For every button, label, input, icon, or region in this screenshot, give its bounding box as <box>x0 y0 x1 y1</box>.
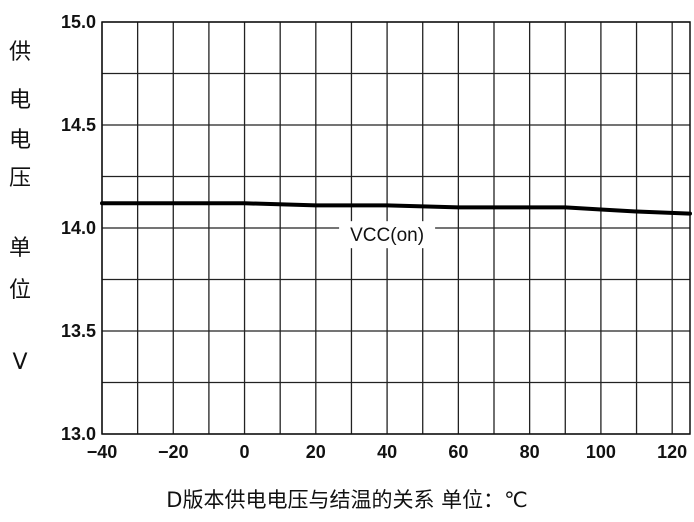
y-axis-label-char: V <box>12 350 28 375</box>
x-tick-label: 0 <box>240 442 250 462</box>
y-axis-label-char: 位 <box>8 278 31 303</box>
y-tick-label: 14.5 <box>61 115 96 135</box>
x-tick-label: 40 <box>377 442 397 462</box>
x-tick-label: 20 <box>306 442 326 462</box>
y-tick-label: 13.5 <box>61 321 96 341</box>
y-tick-label: 14.0 <box>61 218 96 238</box>
y-axis-label-char: 电 <box>8 128 31 153</box>
x-tick-label: 100 <box>586 442 616 462</box>
series-annotation-label: VCC(on) <box>350 225 424 246</box>
plot-frame <box>101 21 691 435</box>
y-axis-label-char: 压 <box>8 166 31 191</box>
x-tick-label: 120 <box>657 442 687 462</box>
y-tick-label: 15.0 <box>61 12 96 32</box>
y-axis-label-char: 电 <box>8 88 31 113</box>
x-tick-label: −40 <box>87 442 118 462</box>
x-tick-label: 80 <box>520 442 540 462</box>
x-tick-label: 60 <box>448 442 468 462</box>
x-tick-label: −20 <box>158 442 189 462</box>
y-tick-label: 13.0 <box>61 424 96 444</box>
annotation-background <box>339 221 436 249</box>
x-axis-caption: D版本供电电压与结温的关系 单位：℃ <box>166 488 528 512</box>
series-line-vcc-on <box>100 201 692 216</box>
y-axis-label-char: 供 <box>8 40 31 65</box>
y-axis-label-char: 单 <box>8 236 31 261</box>
